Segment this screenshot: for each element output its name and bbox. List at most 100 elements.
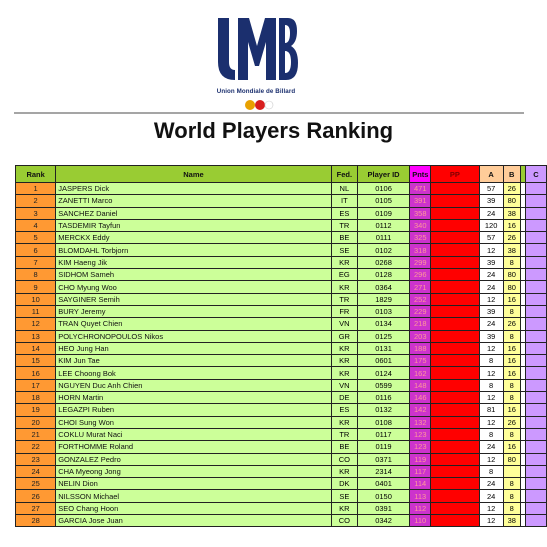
a-cell: 39	[478, 255, 504, 270]
federation-cell: GR	[330, 329, 358, 343]
player-id-cell: 0401	[356, 477, 411, 491]
a-cell: 8	[478, 354, 504, 368]
player-id-cell: 0132	[356, 403, 411, 417]
pp-cell	[430, 440, 480, 454]
player-name-cell: LEE Choong Bok	[55, 366, 332, 380]
table-row: 18 HORN Martin DE 0116 146 12 8	[14, 391, 547, 405]
points-cell: 146	[409, 391, 432, 405]
federation-cell: CO	[330, 514, 358, 528]
pp-cell	[430, 329, 480, 343]
b-cell: 38	[502, 514, 521, 528]
federation-cell: SE	[330, 243, 358, 257]
rank-cell: 15	[14, 354, 57, 368]
c-cell	[524, 280, 547, 294]
pp-cell	[430, 317, 480, 331]
rank-cell: 16	[14, 366, 57, 380]
pp-cell	[430, 477, 480, 491]
a-cell: 24	[478, 280, 504, 294]
rank-cell: 12	[14, 317, 57, 331]
c-cell	[524, 501, 547, 516]
c-cell	[524, 268, 547, 282]
table-row: 4 TASDEMIR Tayfun TR 0112 340 120 16	[14, 218, 547, 233]
player-id-cell: 0599	[356, 378, 411, 393]
pp-cell	[430, 341, 480, 356]
table-row: 13 POLYCHRONOPOULOS Nikos GR 0125 203 39 8	[14, 329, 547, 343]
federation-cell: KR	[330, 255, 358, 270]
points-cell: 117	[409, 464, 432, 479]
federation-cell: TR	[330, 427, 358, 442]
federation-cell: TR	[330, 292, 358, 306]
c-cell	[524, 255, 547, 270]
b-cell: 26	[502, 181, 521, 196]
points-cell: 296	[409, 268, 432, 282]
federation-cell: VN	[330, 378, 358, 393]
player-name-cell: GONZALEZ Pedro	[55, 452, 332, 466]
table-row: 22 FORTHOMME Roland BE 0119 123 24 16	[14, 440, 547, 454]
player-id-cell: 0105	[356, 194, 411, 208]
c-cell	[524, 317, 547, 331]
points-cell: 229	[409, 304, 432, 319]
federation-cell: NL	[330, 181, 358, 196]
player-id-cell: 0108	[356, 415, 411, 429]
a-cell: 12	[478, 415, 504, 429]
pp-cell	[430, 391, 480, 405]
federation-cell: DK	[330, 477, 358, 491]
a-cell: 12	[478, 391, 504, 405]
col-header-a: A	[478, 165, 504, 183]
a-cell: 24	[478, 268, 504, 282]
c-cell	[524, 391, 547, 405]
b-cell: 16	[502, 440, 521, 454]
c-cell	[524, 329, 547, 343]
table-row: 16 LEE Choong Bok KR 0124 162 12 16	[14, 366, 547, 380]
col-header-pnts: Pnts	[409, 165, 432, 183]
table-row: 25 NELIN Dion DK 0401 114 24 8	[14, 477, 547, 491]
table-row: 24 CHA Myeong Jong KR 2314 117 8	[14, 464, 547, 479]
c-cell	[524, 206, 547, 220]
points-cell: 123	[409, 427, 432, 442]
logo-caption: Union Mondiale de Billard	[216, 88, 296, 95]
pp-cell	[430, 464, 480, 479]
c-cell	[524, 378, 547, 393]
points-cell: 271	[409, 280, 432, 294]
table-row: 6 BLOMDAHL Torbjorn SE 0102 318 12 38	[14, 243, 547, 257]
c-cell	[524, 489, 547, 503]
b-cell: 16	[502, 403, 521, 417]
pp-cell	[430, 292, 480, 306]
table-row: 20 CHOI Sung Won KR 0108 132 12 26	[14, 415, 547, 429]
a-cell: 39	[478, 329, 504, 343]
federation-cell: KR	[330, 464, 358, 479]
player-name-cell: HEO Jung Han	[55, 341, 332, 356]
b-cell: 16	[502, 354, 521, 368]
a-cell: 24	[478, 206, 504, 220]
ranking-table: Rank Name Fed. Player ID Pnts PP A B C 1…	[14, 165, 547, 528]
table-row: 28 GARCIA Jose Juan CO 0342 110 12 38	[14, 514, 547, 528]
b-cell: 8	[502, 489, 521, 503]
rank-cell: 26	[14, 489, 57, 503]
table-row: 10 SAYGINER Semih TR 1829 252 12 16	[14, 292, 547, 306]
b-cell: 80	[502, 268, 521, 282]
points-cell: 123	[409, 440, 432, 454]
player-id-cell: 0106	[356, 181, 411, 196]
b-cell: 38	[502, 206, 521, 220]
federation-cell: IT	[330, 194, 358, 208]
a-cell: 120	[478, 218, 504, 233]
table-row: 8 SIDHOM Sameh EG 0128 296 24 80	[14, 268, 547, 282]
a-cell: 39	[478, 194, 504, 208]
federation-cell: FR	[330, 304, 358, 319]
federation-cell: KR	[330, 415, 358, 429]
player-name-cell: TASDEMIR Tayfun	[55, 218, 332, 233]
page-title: World Players Ranking	[153, 118, 394, 143]
federation-cell: SE	[330, 489, 358, 503]
player-id-cell: 1829	[356, 292, 411, 306]
player-id-cell: 0119	[356, 440, 411, 454]
b-cell: 26	[502, 317, 521, 331]
c-cell	[524, 218, 547, 233]
c-cell	[524, 452, 547, 466]
player-name-cell: NGUYEN Duc Anh Chien	[55, 378, 332, 393]
points-cell: 325	[409, 231, 432, 245]
points-cell: 471	[409, 181, 432, 196]
b-cell: 16	[502, 341, 521, 356]
player-name-cell: LEGAZPI Ruben	[55, 403, 332, 417]
c-cell	[524, 194, 547, 208]
points-cell: 358	[409, 206, 432, 220]
